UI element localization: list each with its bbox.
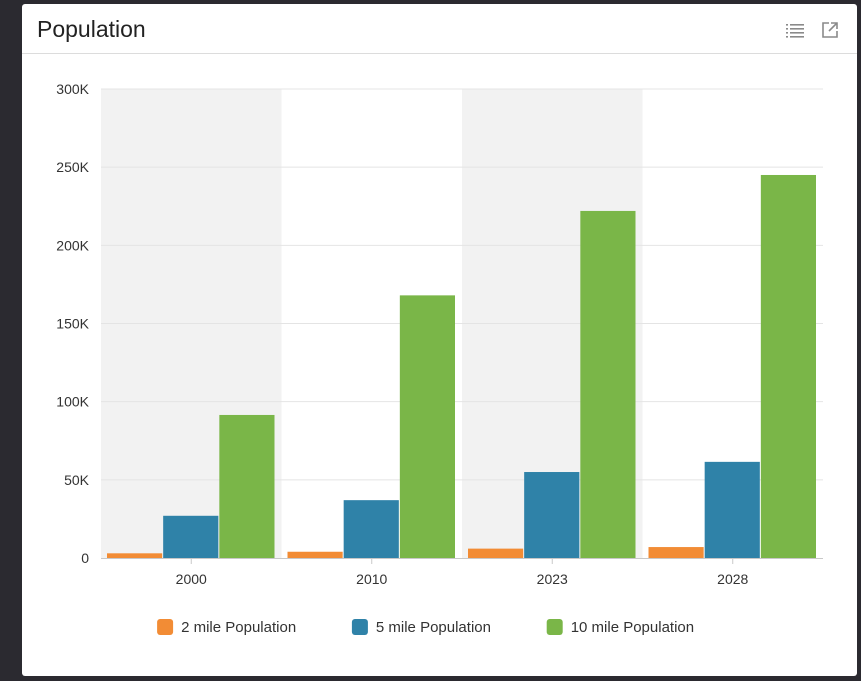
x-tick-label: 2028 xyxy=(717,571,748,587)
legend-swatch[interactable] xyxy=(351,619,368,635)
bar-5-mile-population-2028[interactable] xyxy=(704,461,760,558)
bar-10-mile-population-2023[interactable] xyxy=(580,210,636,558)
population-panel: Population 0 50K 100K 150K 200K 250K 300K 2000 2… xyxy=(22,4,857,676)
x-tick-label: 2023 xyxy=(537,571,568,587)
bar-5-mile-population-2023[interactable] xyxy=(524,472,580,558)
bar-10-mile-population-2010[interactable] xyxy=(399,295,455,558)
y-tick-label: 150K xyxy=(56,316,89,332)
bar-2-mile-population-2000[interactable] xyxy=(107,553,163,558)
legend-swatch[interactable] xyxy=(546,619,563,635)
chart-container: 0 50K 100K 150K 200K 250K 300K 2000 2010 2023 2028… xyxy=(22,54,857,676)
bar-5-mile-population-2000[interactable] xyxy=(163,515,219,558)
bar-10-mile-population-2000[interactable] xyxy=(219,414,275,558)
legend-label[interactable]: 2 mile Population xyxy=(181,619,296,636)
bar-2-mile-population-2010[interactable] xyxy=(287,551,343,558)
x-tick-label: 2000 xyxy=(176,571,207,587)
legend-label[interactable]: 10 mile Population xyxy=(571,619,694,636)
y-tick-label: 100K xyxy=(56,394,89,410)
x-tick-label: 2010 xyxy=(356,571,387,587)
y-tick-label: 300K xyxy=(56,81,89,97)
y-tick-label: 0 xyxy=(81,550,89,566)
legend-label[interactable]: 5 mile Population xyxy=(376,619,491,636)
bar-2-mile-population-2028[interactable] xyxy=(648,547,704,558)
y-tick-label: 250K xyxy=(56,159,89,175)
y-tick-label: 50K xyxy=(64,472,90,488)
bar-2-mile-population-2023[interactable] xyxy=(468,548,524,558)
list-icon[interactable] xyxy=(785,20,805,40)
panel-header: Population xyxy=(22,4,857,54)
external-link-icon[interactable] xyxy=(820,20,840,40)
bar-10-mile-population-2028[interactable] xyxy=(760,174,816,558)
panel-title: Population xyxy=(37,16,146,42)
bar-chart: 0 50K 100K 150K 200K 250K 300K 2000 2010 2023 2028… xyxy=(56,81,823,636)
legend-swatch[interactable] xyxy=(157,619,174,635)
bar-5-mile-population-2010[interactable] xyxy=(343,500,399,558)
y-tick-label: 200K xyxy=(56,237,89,253)
